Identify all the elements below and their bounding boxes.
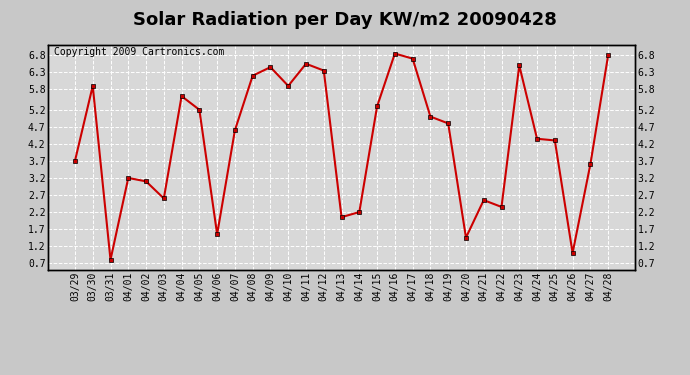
Text: Copyright 2009 Cartronics.com: Copyright 2009 Cartronics.com (55, 47, 224, 57)
Text: Solar Radiation per Day KW/m2 20090428: Solar Radiation per Day KW/m2 20090428 (133, 11, 557, 29)
